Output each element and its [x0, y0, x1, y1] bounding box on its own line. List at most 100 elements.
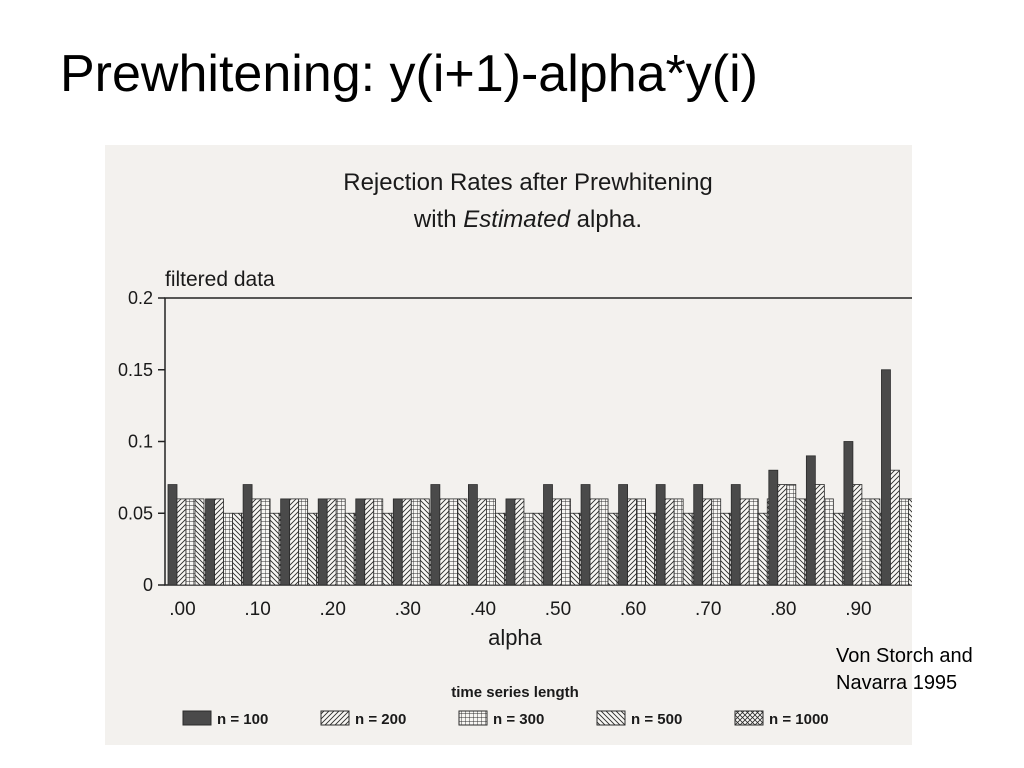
bar — [223, 512, 233, 586]
bar — [514, 498, 525, 586]
x-tick-label: .00 — [169, 599, 195, 620]
bar — [814, 484, 825, 586]
x-tick-label: .60 — [620, 599, 646, 620]
x-tick-label: .90 — [845, 599, 871, 620]
bar — [439, 498, 450, 586]
x-tick-label: .50 — [545, 599, 571, 620]
bar — [344, 512, 355, 586]
legend-swatch — [320, 710, 350, 726]
bar — [494, 512, 505, 586]
panel-label: filtered data — [165, 268, 275, 291]
x-tick-label: .40 — [470, 599, 496, 620]
bar — [852, 484, 863, 586]
bar — [355, 498, 366, 586]
bar — [870, 498, 881, 586]
bar — [861, 498, 872, 586]
legend-title: time series length — [451, 684, 579, 701]
bar — [373, 498, 384, 586]
bar — [543, 484, 553, 586]
chart-title-line1: Rejection Rates after Prewhitening — [343, 169, 713, 196]
bar — [552, 498, 562, 586]
bar — [589, 498, 600, 586]
scanned-figure-background — [105, 145, 912, 745]
x-tick-label: .80 — [770, 599, 796, 620]
bar — [823, 498, 834, 586]
x-tick-label: .70 — [695, 599, 721, 620]
bar — [532, 512, 543, 586]
chart-title-line2-suffix: alpha. — [570, 206, 642, 233]
y-tick-label: 0.2 — [128, 288, 153, 308]
legend-label: n = 1000 — [769, 711, 829, 728]
bar — [410, 498, 421, 586]
bar — [448, 498, 459, 586]
bar — [242, 484, 253, 586]
bar — [748, 498, 759, 586]
bar — [618, 484, 628, 586]
bar — [673, 498, 684, 586]
citation-line2: Navarra 1995 — [836, 672, 958, 694]
bar — [280, 498, 291, 586]
bar — [382, 512, 393, 586]
x-tick-label: .30 — [395, 599, 421, 620]
bar — [711, 498, 722, 586]
bar — [757, 512, 768, 586]
slide-title: Prewhitening: y(i+1)-alpha*y(i) — [60, 45, 758, 103]
bar — [205, 498, 215, 586]
bar — [289, 498, 300, 586]
bar — [720, 512, 731, 586]
bar — [739, 498, 750, 586]
legend: n = 100 n = 200 n = 300 n = 500 n = 1000 — [182, 710, 829, 728]
bar — [561, 498, 571, 586]
bar — [881, 369, 891, 586]
citation: Von Storch and Navarra 1995 — [836, 643, 973, 697]
bar — [476, 498, 487, 586]
x-tick-label: .10 — [244, 599, 270, 620]
bar — [457, 498, 468, 586]
bar — [580, 484, 591, 586]
bar — [655, 484, 666, 586]
bar — [194, 498, 205, 586]
bar — [260, 498, 271, 586]
bar — [317, 498, 328, 586]
legend-label: n = 200 — [355, 711, 406, 728]
bar — [843, 441, 854, 586]
bar — [430, 484, 441, 586]
legend-swatch — [182, 710, 212, 726]
bar — [832, 512, 843, 586]
legend-swatch — [458, 710, 488, 726]
bar — [627, 498, 637, 586]
bar — [176, 498, 187, 586]
bar — [768, 469, 779, 586]
bar — [251, 498, 262, 586]
bar — [392, 498, 403, 586]
legend-swatch — [734, 710, 764, 726]
legend-label: n = 500 — [631, 711, 682, 728]
bar — [636, 498, 646, 586]
bar — [326, 498, 337, 586]
bar — [185, 498, 196, 586]
bar — [899, 498, 909, 586]
bar — [702, 498, 713, 586]
bar — [795, 498, 806, 586]
chart-title-line2-emphasis: Estimated — [463, 206, 570, 233]
bar — [335, 498, 346, 586]
bar — [570, 512, 580, 586]
x-axis-label: alpha — [488, 625, 543, 650]
bar — [401, 498, 412, 586]
y-tick-label: 0.1 — [128, 432, 153, 452]
bar — [298, 498, 309, 586]
bars-layer — [167, 369, 912, 586]
bar — [307, 512, 318, 586]
bar — [485, 498, 496, 586]
y-tick-label: 0.05 — [118, 503, 153, 523]
bar — [167, 484, 178, 586]
rejection-rates-chart: Rejection Rates after Prewhitening with … — [118, 169, 912, 728]
y-axis: 0 0.05 0.1 0.15 0.2 — [118, 288, 165, 595]
bar — [269, 512, 280, 586]
bar — [730, 484, 741, 586]
bar — [598, 498, 609, 586]
bar — [664, 498, 675, 586]
chart-title-line2-prefix: with — [413, 206, 463, 233]
x-tick-label: .20 — [319, 599, 345, 620]
y-tick-label: 0.15 — [118, 360, 153, 380]
